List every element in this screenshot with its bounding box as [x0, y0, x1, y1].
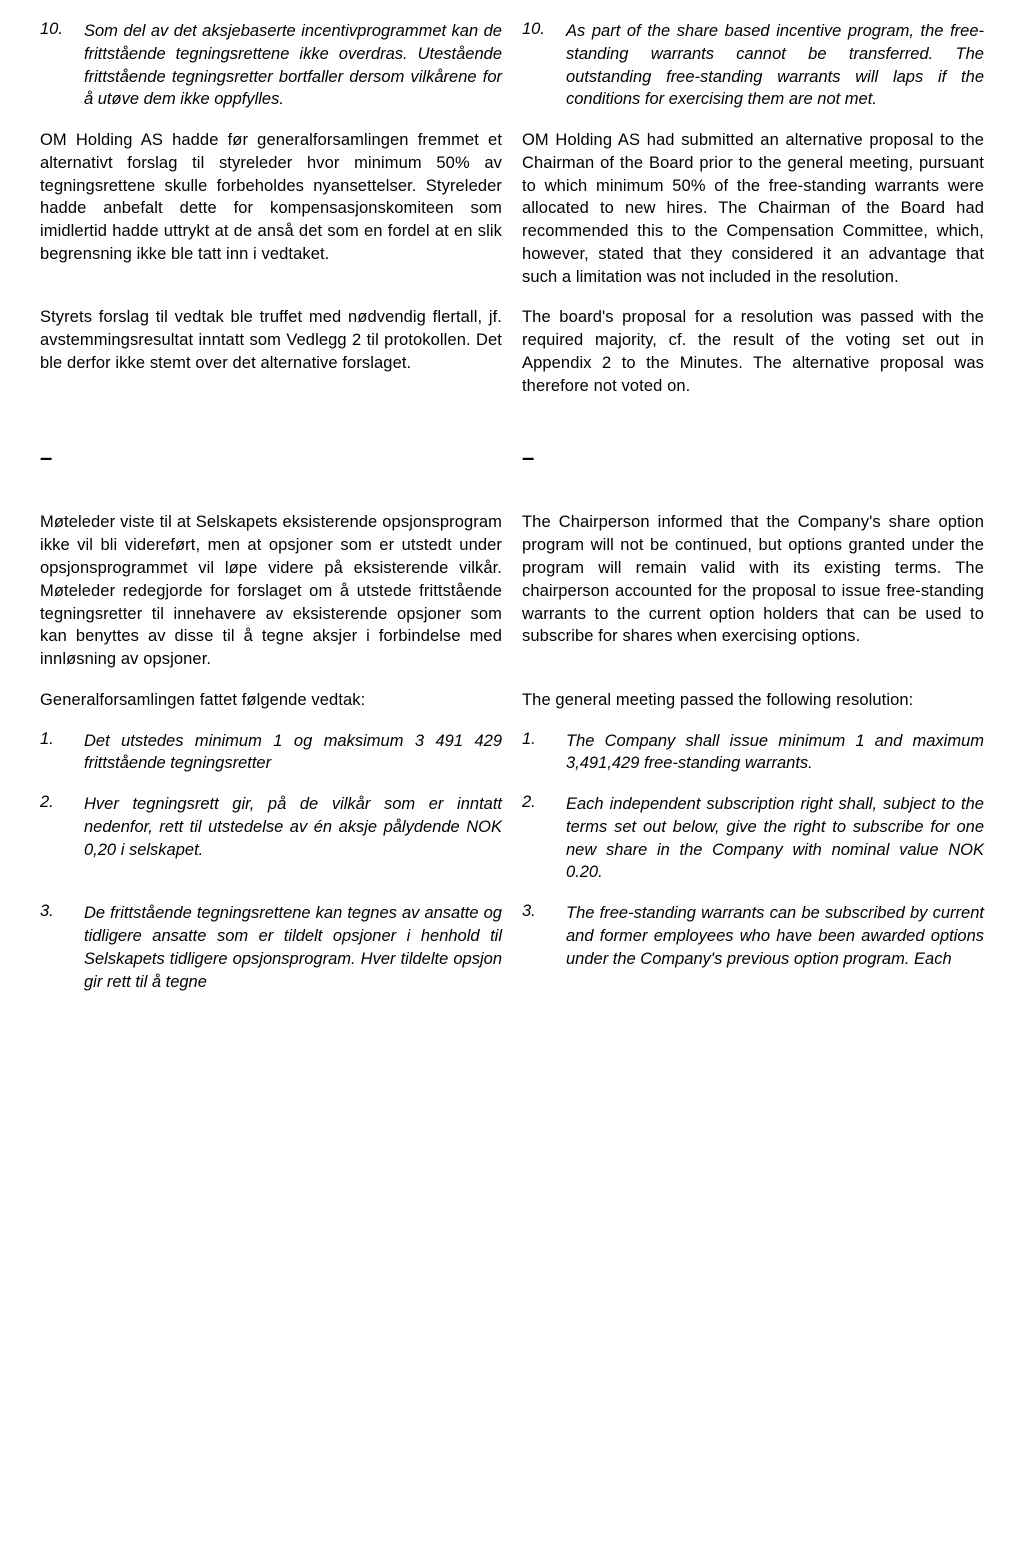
- left-item-2-num: 2.: [40, 793, 84, 861]
- col-right: The general meeting passed the following…: [522, 689, 984, 730]
- col-right: 2. Each independent subscription right s…: [522, 793, 984, 902]
- left-item-2: 2. Hver tegningsrett gir, på de vilkår s…: [40, 793, 502, 861]
- right-item-1: 1. The Company shall issue minimum 1 and…: [522, 730, 984, 776]
- left-item-2-text: Hver tegningsrett gir, på de vilkår som …: [84, 793, 502, 861]
- col-left: Styrets forslag til vedtak ble truffet m…: [40, 306, 502, 415]
- right-item-3-text: The free-standing warrants can be subscr…: [566, 902, 984, 970]
- right-item-10-text: As part of the share based incentive pro…: [566, 20, 984, 111]
- left-item-3: 3. De frittstående tegningsrettene kan t…: [40, 902, 502, 993]
- right-p2: The board's proposal for a resolution wa…: [522, 306, 984, 397]
- left-item-1: 1. Det utstedes minimum 1 og maksimum 3 …: [40, 730, 502, 776]
- col-right: 10. As part of the share based incentive…: [522, 20, 984, 129]
- left-item-10-num: 10.: [40, 20, 84, 111]
- left-item-1-text: Det utstedes minimum 1 og maksimum 3 491…: [84, 730, 502, 776]
- col-left: 1. Det utstedes minimum 1 og maksimum 3 …: [40, 730, 502, 794]
- right-item-1-num: 1.: [522, 730, 566, 776]
- col-left: Møteleder viste til at Selskapets eksist…: [40, 511, 502, 688]
- col-right: 3. The free-standing warrants can be sub…: [522, 902, 984, 993]
- right-item-2-num: 2.: [522, 793, 566, 884]
- row-item-10: 10. Som del av det aksjebaserte incentiv…: [40, 20, 984, 129]
- right-item-2: 2. Each independent subscription right s…: [522, 793, 984, 884]
- col-right: The board's proposal for a resolution wa…: [522, 306, 984, 415]
- row-item-2: 2. Hver tegningsrett gir, på de vilkår s…: [40, 793, 984, 902]
- row-p4: Generalforsamlingen fattet følgende vedt…: [40, 689, 984, 730]
- right-p4: The general meeting passed the following…: [522, 689, 984, 712]
- separator-row: – –: [40, 445, 984, 471]
- left-item-10: 10. Som del av det aksjebaserte incentiv…: [40, 20, 502, 111]
- document-page: 10. Som del av det aksjebaserte incentiv…: [0, 0, 1024, 1013]
- right-item-1-text: The Company shall issue minimum 1 and ma…: [566, 730, 984, 776]
- left-item-1-num: 1.: [40, 730, 84, 776]
- col-left: 3. De frittstående tegningsrettene kan t…: [40, 902, 502, 993]
- left-p3: Møteleder viste til at Selskapets eksist…: [40, 511, 502, 670]
- left-item-10-text: Som del av det aksjebaserte incentivprog…: [84, 20, 502, 111]
- left-dash: –: [40, 445, 502, 471]
- right-p3: The Chairperson informed that the Compan…: [522, 511, 984, 648]
- left-p1: OM Holding AS hadde før generalforsamlin…: [40, 129, 502, 266]
- col-right: The Chairperson informed that the Compan…: [522, 511, 984, 688]
- left-item-3-text: De frittstående tegningsrettene kan tegn…: [84, 902, 502, 993]
- row-item-1: 1. Det utstedes minimum 1 og maksimum 3 …: [40, 730, 984, 794]
- right-item-3-num: 3.: [522, 902, 566, 970]
- left-p4: Generalforsamlingen fattet følgende vedt…: [40, 689, 502, 712]
- right-item-10: 10. As part of the share based incentive…: [522, 20, 984, 111]
- right-dash: –: [522, 445, 984, 471]
- row-p3: Møteleder viste til at Selskapets eksist…: [40, 511, 984, 688]
- col-left: OM Holding AS hadde før generalforsamlin…: [40, 129, 502, 306]
- right-item-10-num: 10.: [522, 20, 566, 111]
- row-item-3: 3. De frittstående tegningsrettene kan t…: [40, 902, 984, 993]
- col-left: Generalforsamlingen fattet følgende vedt…: [40, 689, 502, 730]
- col-right: 1. The Company shall issue minimum 1 and…: [522, 730, 984, 794]
- right-p1: OM Holding AS had submitted an alternati…: [522, 129, 984, 288]
- right-item-2-text: Each independent subscription right shal…: [566, 793, 984, 884]
- col-left: 10. Som del av det aksjebaserte incentiv…: [40, 20, 502, 129]
- left-p2: Styrets forslag til vedtak ble truffet m…: [40, 306, 502, 374]
- col-left: 2. Hver tegningsrett gir, på de vilkår s…: [40, 793, 502, 902]
- right-item-3: 3. The free-standing warrants can be sub…: [522, 902, 984, 970]
- row-p1: OM Holding AS hadde før generalforsamlin…: [40, 129, 984, 306]
- left-item-3-num: 3.: [40, 902, 84, 993]
- row-p2: Styrets forslag til vedtak ble truffet m…: [40, 306, 984, 415]
- col-right: OM Holding AS had submitted an alternati…: [522, 129, 984, 306]
